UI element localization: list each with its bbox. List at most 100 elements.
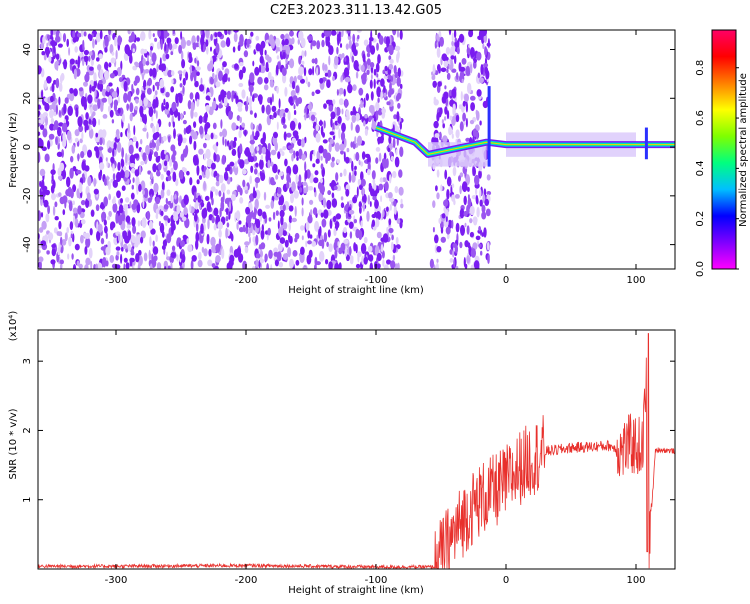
heatmap-cell (159, 78, 165, 89)
heatmap-cell (186, 40, 192, 46)
heatmap-cell (185, 71, 189, 81)
heatmap-cell (250, 31, 254, 37)
heatmap-cell (249, 236, 251, 244)
heatmap-cell (103, 219, 107, 226)
heatmap-cell (389, 81, 392, 91)
heatmap-cell (309, 101, 312, 112)
heatmap-cell (197, 259, 203, 268)
heatmap-cell (376, 252, 382, 262)
heatmap-cell (51, 101, 56, 110)
heatmap-cell (69, 221, 74, 231)
heatmap-cell (335, 106, 341, 116)
heatmap-cell (361, 76, 367, 85)
heatmap-cell (153, 182, 159, 193)
heatmap-cell (200, 202, 205, 208)
heatmap-cell (92, 38, 95, 49)
heatmap-cell (84, 73, 90, 83)
heatmap-cell (99, 68, 104, 80)
heatmap-cell (350, 141, 354, 148)
heatmap-cell (311, 40, 317, 47)
heatmap-cell (216, 31, 223, 38)
heatmap-cell (266, 263, 269, 269)
heatmap-cell (297, 180, 302, 187)
heatmap-cell (357, 34, 360, 40)
heatmap-cell (104, 35, 108, 47)
heatmap-cell (174, 193, 177, 200)
heatmap-cell (301, 235, 304, 241)
heatmap-cell (375, 101, 380, 112)
heatmap-cell (135, 98, 139, 104)
heatmap-cell (150, 194, 153, 201)
heatmap-cell (127, 154, 131, 162)
heatmap-cell (340, 242, 346, 252)
heatmap-cell (469, 47, 475, 58)
heatmap-cell (135, 176, 140, 188)
heatmap-cell (295, 97, 299, 107)
heatmap-cell (90, 106, 93, 115)
heatmap-cell (143, 114, 147, 125)
heatmap-cell (164, 42, 167, 52)
heatmap-cell (218, 174, 224, 184)
heatmap-cell (84, 165, 90, 172)
heatmap-cell (226, 90, 232, 100)
heatmap-cell (205, 95, 210, 101)
colorbar-tick-label: 0.6 (695, 110, 706, 126)
heatmap-cell (242, 179, 246, 188)
heatmap-cell (125, 152, 128, 164)
heatmap-cell (399, 121, 402, 130)
heatmap-cell (85, 57, 88, 66)
heatmap-cell (117, 95, 120, 104)
heatmap-cell (318, 145, 324, 154)
heatmap-cell (254, 168, 258, 175)
heatmap-cell (364, 114, 368, 119)
heatmap-cell (77, 153, 80, 162)
heatmap-cell (397, 67, 401, 78)
heatmap-cell (166, 170, 171, 177)
heatmap-cell (297, 38, 300, 45)
heatmap-cell (303, 187, 307, 194)
heatmap-cell (190, 259, 194, 269)
heatmap-cell (186, 170, 190, 176)
heatmap-cell (83, 31, 87, 37)
heatmap-cell (323, 232, 328, 243)
heatmap-cell (330, 161, 335, 168)
heatmap-cell (160, 86, 165, 94)
heatmap-cell (129, 201, 132, 209)
heatmap-cell (269, 79, 274, 88)
heatmap-cell (258, 123, 262, 132)
heatmap-cell (362, 187, 365, 197)
heatmap-cell (338, 128, 341, 139)
x-tick-label: -300 (105, 575, 128, 586)
heatmap-cell (137, 233, 141, 245)
heatmap-cell (252, 60, 255, 67)
heatmap-cell (461, 78, 464, 84)
x-tick-label: -300 (105, 275, 128, 286)
heatmap-cell (311, 58, 316, 64)
heatmap-cell (131, 167, 136, 174)
heatmap-cell (151, 138, 155, 148)
heatmap-cell (157, 163, 162, 171)
heatmap-cell (196, 35, 200, 43)
heatmap-cell (89, 51, 93, 56)
heatmap-cell (68, 201, 73, 212)
heatmap-cell (213, 134, 218, 140)
heatmap-cell (237, 106, 243, 112)
heatmap-cell (104, 61, 109, 70)
heatmap-cell (335, 213, 342, 220)
heatmap-cell (276, 251, 282, 262)
heatmap-cell (469, 63, 473, 74)
heatmap-cell (348, 209, 355, 215)
heatmap-cell (378, 183, 384, 191)
heatmap-cell (269, 96, 273, 106)
heatmap-cell (205, 30, 210, 39)
heatmap-cell (73, 215, 76, 225)
heatmap-cell (295, 85, 300, 94)
heatmap-cell (234, 63, 239, 70)
heatmap-cell (183, 207, 188, 216)
heatmap-cell (313, 177, 319, 184)
heatmap-cell (129, 257, 133, 267)
heatmap-cell (328, 55, 331, 66)
heatmap-cell (465, 117, 468, 128)
heatmap-cell (171, 70, 175, 77)
heatmap-cell (314, 256, 318, 267)
